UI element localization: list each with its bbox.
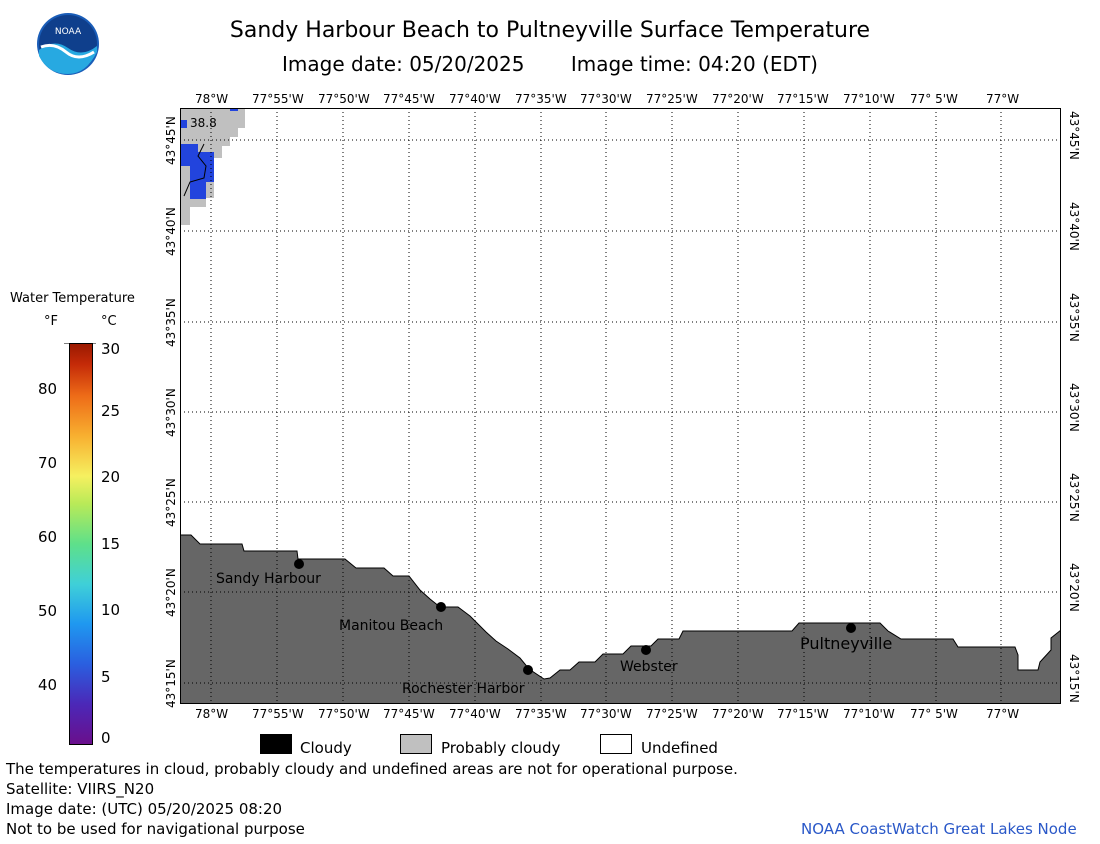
date-line: Image date: 05/20/2025 Image time: 04:20… [0, 52, 1100, 76]
c-tick: 5 [101, 668, 111, 686]
noaa-logo: NOAA [36, 12, 100, 76]
lon-label: 77°55'W [252, 707, 304, 721]
lat-label: 43°25'N [164, 478, 178, 527]
cloudy-swatch [260, 734, 292, 754]
water-temperature-pixels [180, 108, 238, 199]
lon-label: 77°15'W [777, 707, 829, 721]
lon-label: 77°15'W [777, 92, 829, 106]
lon-label: 77°30'W [580, 92, 632, 106]
place-label: Sandy Harbour [216, 571, 321, 587]
lat-label: 43°15'N [1067, 654, 1081, 703]
image-date: Image date: 05/20/2025 [282, 52, 525, 76]
unit-f: °F [44, 314, 58, 329]
lat-label: 43°40'N [164, 207, 178, 256]
lon-label: 77°55'W [252, 92, 304, 106]
place-label: Pultneyville [800, 634, 892, 653]
rochester-harbor-marker [523, 665, 533, 675]
lon-label: 77°W [986, 92, 1020, 106]
place-label: Rochester Harbor [402, 681, 525, 697]
colorbar-ticks [64, 343, 96, 344]
lat-label: 43°20'N [164, 568, 178, 617]
lon-label: 77° 5'W [910, 92, 958, 106]
probably-cloudy-label: Probably cloudy [441, 739, 561, 757]
lat-label: 43°30'N [1067, 383, 1081, 432]
f-tick: 60 [38, 528, 58, 546]
sandy-harbour-marker [294, 559, 304, 569]
map: 38.8 Sandy Harbour Manitou Beach Rochest… [180, 108, 1061, 704]
probably-cloudy-swatch [400, 734, 432, 754]
utc-date: Image date: (UTC) 05/20/2025 08:20 [6, 800, 283, 818]
lon-label: 77°35'W [515, 707, 567, 721]
f-tick: 40 [38, 676, 58, 694]
lon-label: 77°50'W [318, 707, 370, 721]
c-tick: 25 [101, 402, 121, 420]
f-tick: 80 [38, 380, 58, 398]
lon-label: 77°35'W [515, 92, 567, 106]
lon-label: 77°40'W [449, 92, 501, 106]
graticule [180, 108, 1061, 704]
lat-label: 43°45'N [164, 116, 178, 165]
lon-label: 77°45'W [383, 707, 435, 721]
page-title: Sandy Harbour Beach to Pultneyville Surf… [229, 18, 871, 43]
image-time: Image time: 04:20 (EDT) [570, 52, 818, 76]
lon-label: 77°10'W [843, 707, 895, 721]
f-tick: 70 [38, 454, 58, 472]
place-label: Manitou Beach [339, 618, 443, 634]
lon-label: 77°20'W [712, 707, 764, 721]
lon-label: 78°W [195, 707, 229, 721]
c-tick: 0 [101, 729, 111, 747]
f-tick: 50 [38, 602, 58, 620]
undefined-label: Undefined [641, 739, 718, 757]
colorbar [69, 343, 93, 745]
lon-label: 77°W [986, 707, 1020, 721]
satellite: Satellite: VIIRS_N20 [6, 780, 155, 798]
webster-marker [641, 645, 651, 655]
lon-label: 78°W [195, 92, 229, 106]
disclaimer: The temperatures in cloud, probably clou… [6, 760, 738, 778]
lat-label: 43°35'N [1067, 293, 1081, 342]
lon-label: 77°40'W [449, 707, 501, 721]
unit-c: °C [101, 314, 117, 329]
lon-label: 77°45'W [383, 92, 435, 106]
noaa-logo-text: NOAA [55, 27, 82, 37]
manitou-beach-marker [436, 602, 446, 612]
lon-label: 77°50'W [318, 92, 370, 106]
lat-label: 43°20'N [1067, 563, 1081, 612]
colorbar-title: Water Temperature [10, 291, 135, 306]
nav-warning: Not to be used for navigational purpose [6, 820, 305, 838]
pultneyville-marker [846, 623, 856, 633]
c-tick: 15 [101, 535, 121, 553]
temp-readout: 38.8 [190, 116, 217, 130]
lat-label: 43°45'N [1067, 111, 1081, 160]
c-tick: 10 [101, 601, 121, 619]
lon-label: 77° 5'W [910, 707, 958, 721]
lon-label: 77°10'W [843, 92, 895, 106]
lon-label: 77°25'W [646, 92, 698, 106]
c-tick: 30 [101, 340, 121, 358]
lat-label: 43°40'N [1067, 202, 1081, 251]
lon-label: 77°20'W [712, 92, 764, 106]
credit: NOAA CoastWatch Great Lakes Node [801, 820, 1077, 838]
lat-label: 43°25'N [1067, 473, 1081, 522]
land-mass [180, 534, 1061, 704]
cloudy-label: Cloudy [300, 739, 352, 757]
lat-label: 43°15'N [164, 659, 178, 708]
c-tick: 20 [101, 468, 121, 486]
lat-label: 43°30'N [164, 388, 178, 437]
lat-label: 43°35'N [164, 298, 178, 347]
place-label: Webster [620, 659, 678, 675]
lon-label: 77°30'W [580, 707, 632, 721]
lon-label: 77°25'W [646, 707, 698, 721]
undefined-swatch [600, 734, 632, 754]
